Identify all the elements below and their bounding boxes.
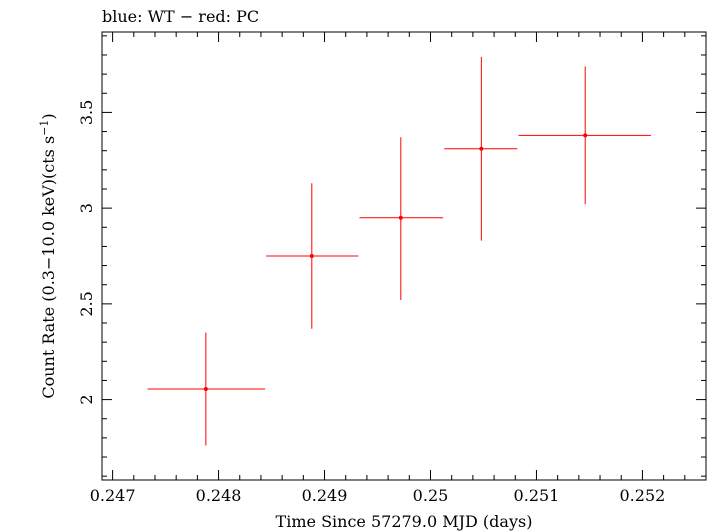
y-tick-labels: 2 2.5 3 3.5 — [77, 100, 96, 405]
y-tick-label: 3 — [77, 203, 96, 213]
x-tick-label: 0.251 — [514, 486, 560, 505]
point-marker — [203, 387, 208, 392]
x-tick-label: 0.247 — [90, 486, 136, 505]
point-marker — [479, 146, 484, 151]
x-tick-label: 0.248 — [196, 486, 242, 505]
x-tick-label: 0.25 — [413, 486, 449, 505]
x-tick-labels: 0.247 0.248 0.249 0.25 0.251 0.252 — [90, 486, 666, 505]
x-axis-label: Time Since 57279.0 MJD (days) — [276, 512, 533, 531]
y-axis-label: Count Rate (0.3−10.0 keV)(cts s−1) — [38, 113, 58, 398]
axis-ticks — [102, 32, 707, 480]
plot-frame — [101, 31, 707, 481]
data-point — [359, 137, 444, 301]
point-marker — [309, 254, 314, 258]
point-marker — [398, 215, 403, 220]
y-axis-label-end: ) — [39, 113, 58, 119]
y-tick-label: 2 — [77, 394, 96, 404]
data-series — [147, 56, 651, 446]
data-point — [266, 183, 359, 329]
y-tick-label: 2.5 — [77, 291, 96, 316]
x-tick-label: 0.249 — [302, 486, 348, 505]
point-marker — [583, 133, 588, 138]
x-tick-label: 0.252 — [620, 486, 666, 505]
y-axis-label-superscript: −1 — [38, 120, 51, 136]
data-point — [518, 66, 651, 205]
y-tick-label: 3.5 — [77, 100, 96, 125]
data-point — [147, 332, 266, 446]
chart-title: blue: WT − red: PC — [102, 7, 259, 26]
y-axis-label-main: Count Rate (0.3−10.0 keV)(cts s — [39, 136, 58, 399]
data-point — [444, 56, 518, 241]
